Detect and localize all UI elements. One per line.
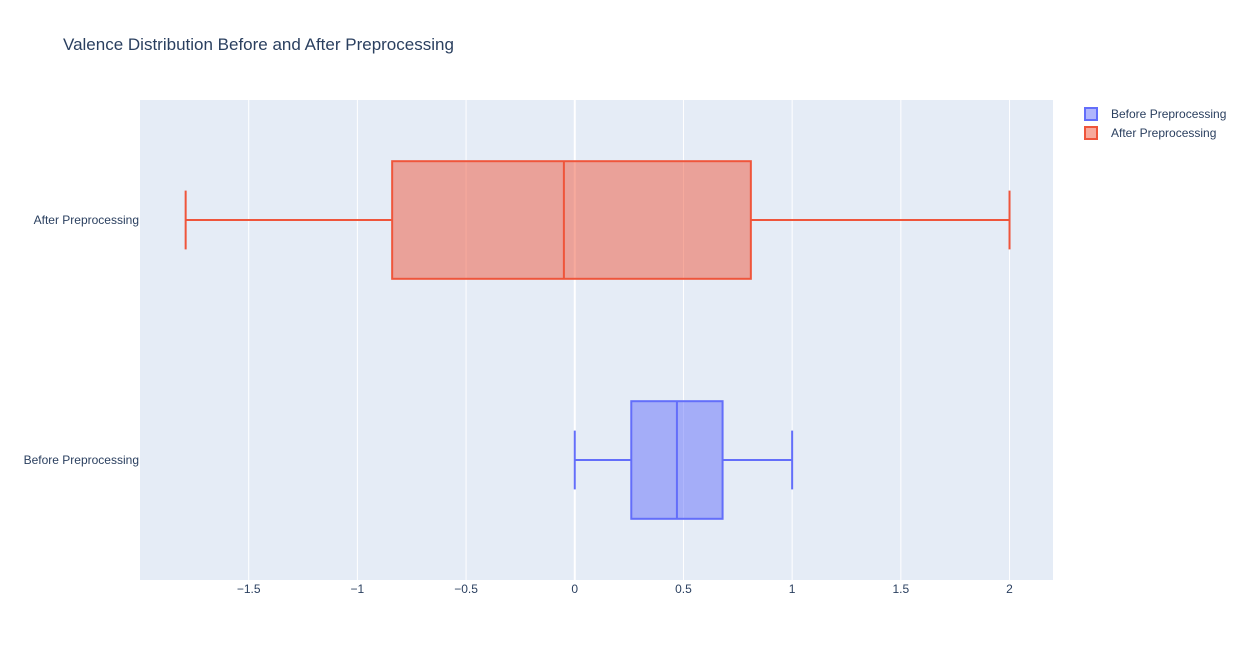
y-category-label: Before Preprocessing <box>24 453 139 467</box>
x-axis-ticks: −1.5 −1 −0.5 0 0.5 1 1.5 2 <box>237 582 1013 596</box>
y-axis-labels: Before Preprocessing After Preprocessing <box>24 213 139 467</box>
box-after-preprocessing[interactable] <box>184 160 1011 280</box>
x-tick-label: 1.5 <box>892 582 909 596</box>
box-before-preprocessing[interactable] <box>573 400 794 520</box>
legend-swatch <box>1084 126 1098 140</box>
x-tick-label: −0.5 <box>454 582 478 596</box>
chart-title: Valence Distribution Before and After Pr… <box>63 35 454 54</box>
box-series-group <box>184 160 1011 520</box>
x-tick-label: −1 <box>351 582 365 596</box>
legend-label: Before Preprocessing <box>1111 107 1226 121</box>
x-tick-label: 0 <box>571 582 578 596</box>
legend-label: After Preprocessing <box>1111 126 1216 140</box>
x-tick-label: 2 <box>1006 582 1013 596</box>
y-category-label: After Preprocessing <box>34 213 139 227</box>
legend-swatch <box>1084 107 1098 121</box>
legend-item[interactable]: Before Preprocessing <box>1084 107 1226 121</box>
legend-item[interactable]: After Preprocessing <box>1084 126 1216 140</box>
x-tick-label: −1.5 <box>237 582 261 596</box>
legend[interactable]: Before Preprocessing After Preprocessing <box>1084 107 1226 140</box>
x-tick-label: 0.5 <box>675 582 692 596</box>
x-tick-label: 1 <box>789 582 796 596</box>
box-iqr <box>391 160 752 280</box>
